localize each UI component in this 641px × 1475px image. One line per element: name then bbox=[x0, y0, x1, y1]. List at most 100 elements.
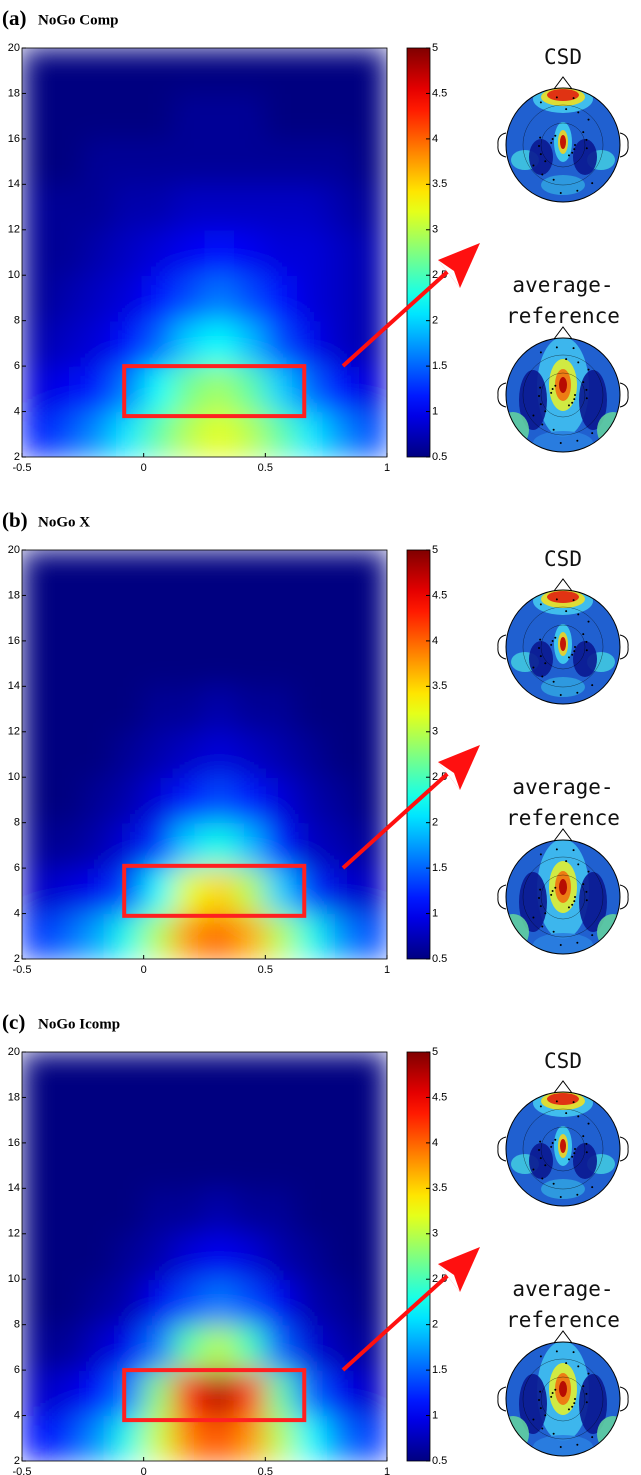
x-tick-label: 1 bbox=[384, 964, 390, 976]
heatmap-cell bbox=[325, 48, 358, 94]
topo-contour bbox=[540, 122, 586, 168]
heatmap-cell bbox=[234, 274, 266, 322]
topo-electrode bbox=[559, 441, 562, 444]
y-tick-label: 20 bbox=[8, 42, 20, 54]
topo-map bbox=[506, 840, 620, 954]
topo-contour bbox=[522, 104, 604, 186]
x-tick-label: 0.5 bbox=[258, 462, 273, 474]
topo-electrode bbox=[576, 941, 579, 944]
heatmap-cell bbox=[143, 183, 175, 231]
heatmap-cell bbox=[204, 411, 236, 457]
topo-electrode bbox=[577, 1365, 580, 1368]
colorbar-tick-label: 4.5 bbox=[432, 589, 447, 601]
heatmap-cell bbox=[295, 48, 327, 94]
heatmap-cell bbox=[112, 685, 145, 733]
colorbar-tick-label: 3 bbox=[432, 1228, 438, 1240]
heatmap-cell bbox=[356, 685, 387, 733]
heatmap-cell bbox=[234, 320, 266, 367]
heatmap-cell bbox=[234, 365, 266, 413]
panel-label: (a) bbox=[2, 6, 27, 30]
topo-blob bbox=[560, 637, 566, 651]
heatmap-cell bbox=[356, 1369, 387, 1417]
topo-electrode bbox=[591, 1436, 594, 1439]
heatmap-cell bbox=[295, 320, 327, 367]
y-tick-label: 12 bbox=[8, 1228, 20, 1240]
heatmap-cell bbox=[143, 550, 175, 596]
heatmap-cell bbox=[143, 640, 175, 687]
colorbar-tick-label: 3.5 bbox=[432, 680, 447, 692]
heatmap-cell bbox=[325, 731, 358, 778]
heatmap-cell bbox=[173, 1324, 205, 1371]
topo-electrode bbox=[585, 1142, 588, 1145]
heatmap-cell bbox=[82, 92, 114, 140]
topo-electrode bbox=[565, 358, 568, 361]
heatmap-cell bbox=[325, 229, 358, 276]
topo-blob bbox=[547, 89, 579, 101]
heatmap-cell bbox=[264, 640, 297, 687]
heatmap-cell bbox=[112, 138, 145, 185]
heatmap-cell bbox=[204, 776, 236, 824]
heatmap-cell bbox=[356, 229, 387, 276]
heatmap-cell bbox=[82, 1096, 114, 1144]
topo-electrode bbox=[539, 1390, 542, 1393]
heatmap-cell bbox=[264, 138, 297, 185]
colorbar-tick-label: 4 bbox=[432, 133, 438, 145]
heatmap-cell bbox=[204, 320, 236, 367]
topo-electrode bbox=[585, 890, 588, 893]
heatmap bbox=[22, 1052, 387, 1461]
heatmap-cell bbox=[295, 1278, 327, 1326]
heatmap-cell bbox=[295, 229, 327, 276]
topo-electrode bbox=[550, 643, 553, 646]
topo-electrode bbox=[585, 899, 588, 902]
topo-electrode bbox=[582, 1135, 585, 1138]
heatmap-cell bbox=[356, 92, 387, 140]
heatmap-cell bbox=[356, 1278, 387, 1326]
heatmap-cell bbox=[51, 183, 84, 231]
y-tick-label: 16 bbox=[8, 133, 20, 145]
topo-electrode bbox=[582, 1385, 585, 1388]
heatmap-cell bbox=[356, 1324, 387, 1371]
topo-electrode bbox=[539, 403, 542, 406]
topo-contour bbox=[540, 1376, 586, 1422]
heatmap-cell bbox=[82, 776, 114, 824]
heatmap-cell bbox=[82, 731, 114, 778]
topo-contour bbox=[540, 874, 586, 920]
heatmap-cell bbox=[295, 138, 327, 185]
heatmap-cell bbox=[234, 92, 266, 140]
heatmap-cell bbox=[82, 1187, 114, 1235]
topo-electrode bbox=[550, 391, 553, 394]
heatmap-cell bbox=[143, 731, 175, 778]
y-tick-label: 4 bbox=[14, 1409, 20, 1421]
heatmap-cell bbox=[264, 550, 297, 596]
heatmap-cell bbox=[234, 731, 266, 778]
heatmap-cell bbox=[204, 229, 236, 276]
topo-electrode bbox=[539, 136, 542, 139]
topo-blob bbox=[579, 1374, 607, 1434]
arrow bbox=[341, 765, 457, 870]
heatmap-cell bbox=[51, 776, 84, 824]
topo-electrode bbox=[552, 1432, 555, 1435]
heatmap-cell bbox=[22, 411, 53, 457]
topo-electrode bbox=[565, 1112, 568, 1115]
topo-electrode bbox=[571, 401, 574, 404]
topo-electrode bbox=[574, 896, 576, 898]
heatmap-cell bbox=[173, 1278, 205, 1326]
topo-electrode bbox=[555, 346, 558, 349]
plot-frame bbox=[21, 47, 388, 458]
topo-outline bbox=[505, 839, 621, 955]
heatmap-cell bbox=[22, 1415, 53, 1461]
topo-electrode bbox=[538, 896, 541, 899]
topomap-label: CSD bbox=[544, 1049, 582, 1073]
heatmap-cell bbox=[295, 1233, 327, 1280]
y-tick-label: 6 bbox=[14, 862, 20, 874]
heatmap-cell bbox=[173, 550, 205, 596]
heatmap-cell bbox=[112, 274, 145, 322]
topo-electrode bbox=[539, 101, 542, 104]
heatmap-cell bbox=[143, 1052, 175, 1098]
heatmap-cell bbox=[264, 1096, 297, 1144]
heatmap-cell bbox=[143, 411, 175, 457]
topo-electrode bbox=[552, 428, 555, 431]
heatmap-cell bbox=[22, 1142, 53, 1189]
heatmap-cell bbox=[173, 138, 205, 185]
heatmap-cell bbox=[143, 1096, 175, 1144]
